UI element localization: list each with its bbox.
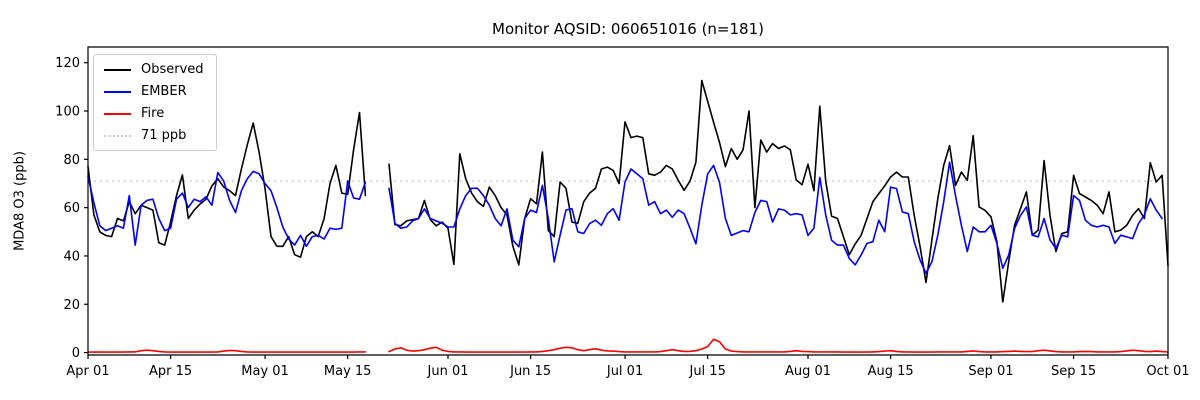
svg-text:Aug 01: Aug 01 xyxy=(785,364,831,379)
svg-text:Sep 15: Sep 15 xyxy=(1051,364,1096,379)
svg-text:Aug 15: Aug 15 xyxy=(868,364,914,379)
svg-text:80: 80 xyxy=(63,153,80,168)
legend-label-observed: Observed xyxy=(141,62,204,77)
chart-title: Monitor AQSID: 060651016 (n=181) xyxy=(492,20,764,38)
svg-text:May 15: May 15 xyxy=(324,364,372,379)
svg-text:Apr 01: Apr 01 xyxy=(66,364,109,379)
legend-item-refline: 71 ppb xyxy=(104,128,204,143)
legend-label-fire: Fire xyxy=(141,106,165,121)
legend-item-observed: Observed xyxy=(104,62,204,77)
svg-text:Sep 01: Sep 01 xyxy=(968,364,1013,379)
observed-line-swatch xyxy=(104,68,131,71)
svg-text:Jun 15: Jun 15 xyxy=(509,364,551,379)
svg-text:60: 60 xyxy=(63,201,80,216)
svg-text:0: 0 xyxy=(72,346,80,361)
svg-text:100: 100 xyxy=(55,105,80,120)
svg-text:40: 40 xyxy=(63,249,80,264)
ember-line-swatch xyxy=(104,90,131,93)
svg-text:Oct 01: Oct 01 xyxy=(1146,364,1189,379)
refline-swatch xyxy=(104,134,131,137)
legend-label-refline: 71 ppb xyxy=(141,128,187,143)
svg-text:120: 120 xyxy=(55,56,80,71)
legend-label-ember: EMBER xyxy=(141,84,187,99)
svg-text:Jun 01: Jun 01 xyxy=(427,364,469,379)
svg-text:Jul 01: Jul 01 xyxy=(606,364,643,379)
svg-text:May 01: May 01 xyxy=(241,364,289,379)
legend-item-fire: Fire xyxy=(104,106,204,121)
svg-text:Apr 15: Apr 15 xyxy=(149,364,192,379)
legend-item-ember: EMBER xyxy=(104,84,204,99)
svg-text:Jul 15: Jul 15 xyxy=(688,364,725,379)
fire-line-swatch xyxy=(104,112,131,115)
legend: Observed EMBER Fire 71 ppb xyxy=(93,54,217,151)
svg-text:20: 20 xyxy=(63,298,80,313)
